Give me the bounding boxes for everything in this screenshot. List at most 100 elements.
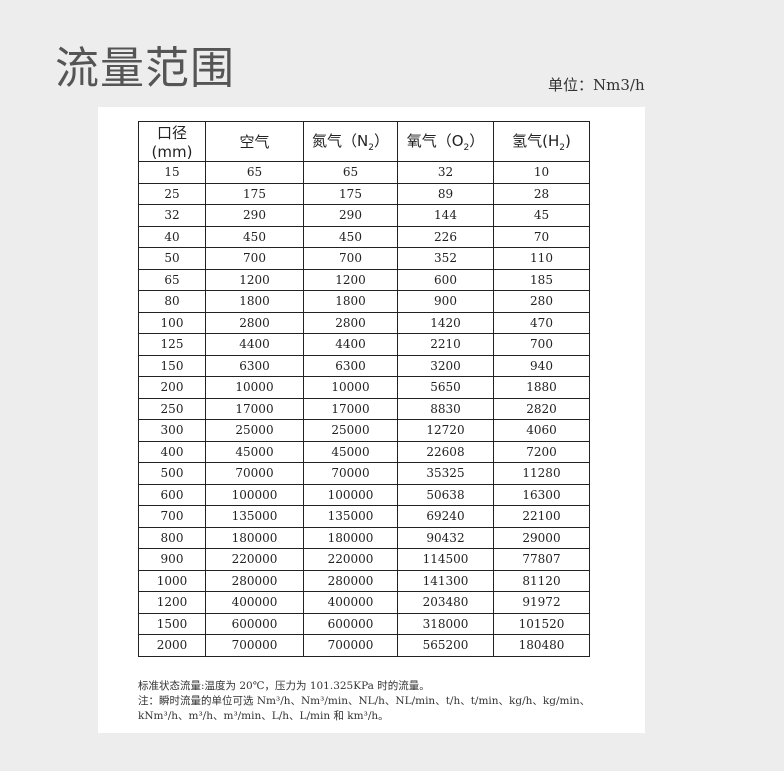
table-cell: 2800	[303, 311, 398, 334]
table-cell: 1800	[205, 290, 304, 313]
table-row: 250 17000 17000 8830 2820	[138, 397, 590, 420]
table-row: 700 135000 135000 69240 22100	[138, 505, 590, 528]
table-cell: 69240	[397, 505, 494, 528]
table-row: 800 180000 180000 90432 29000	[138, 526, 590, 549]
table-cell: 450	[205, 225, 304, 248]
table-cell: 90432	[397, 526, 494, 549]
table-cell: 1500	[138, 612, 206, 635]
table-row: 1500 600000 600000 318000 101520	[138, 612, 590, 635]
table-cell: 110	[493, 247, 590, 270]
table-cell: 900	[138, 548, 206, 571]
table-cell: 22608	[397, 440, 494, 463]
table-cell: 290	[303, 204, 398, 227]
table-row: 50 700 700 352 110	[138, 247, 590, 270]
table-cell: 180480	[493, 634, 590, 657]
table-row: 1000 280000 280000 141300 81120	[138, 569, 590, 592]
table-cell: 175	[205, 182, 304, 205]
table-cell: 100	[138, 311, 206, 334]
table-cell: 600	[138, 483, 206, 506]
table-cell: 565200	[397, 634, 494, 657]
table-cell: 25000	[205, 419, 304, 442]
note-line: kNm³/h、m³/h、m³/min、L/h、L/min 和 km³/h。	[138, 710, 389, 722]
table-cell: 600000	[303, 612, 398, 635]
table-row: 32 290 290 144 45	[138, 204, 590, 227]
table-cell: 220000	[205, 548, 304, 571]
table-cell: 65	[205, 161, 304, 184]
table-cell: 280000	[205, 569, 304, 592]
table-cell: 10000	[303, 376, 398, 399]
table-cell: 1000	[138, 569, 206, 592]
table-header-row: 口径(mm) 空气 氮气（N2） 氧气（O2） 氢气(H2)	[138, 121, 590, 162]
notes: 标准状态流量:温度为 20℃，压力为 101.325KPa 时的流量。 注：瞬时…	[138, 679, 590, 724]
table-cell: 10	[493, 161, 590, 184]
table-cell: 185	[493, 268, 590, 291]
table-cell: 4060	[493, 419, 590, 442]
table-cell: 450	[303, 225, 398, 248]
table-cell: 65	[303, 161, 398, 184]
unit-label: 单位：Nm3/h	[548, 76, 645, 94]
table-cell: 940	[493, 354, 590, 377]
table-cell: 22100	[493, 505, 590, 528]
table-cell: 200	[138, 376, 206, 399]
table-row: 65 1200 1200 600 185	[138, 268, 590, 291]
table-cell: 144	[397, 204, 494, 227]
table-cell: 300	[138, 419, 206, 442]
table-row: 2000 700000 700000 565200 180480	[138, 634, 590, 657]
table-row: 25 175 175 89 28	[138, 182, 590, 205]
table-cell: 135000	[205, 505, 304, 528]
table-cell: 6300	[303, 354, 398, 377]
table-row: 100 2800 2800 1420 470	[138, 311, 590, 334]
table-cell: 470	[493, 311, 590, 334]
table-cell: 400000	[303, 591, 398, 614]
table-cell: 3200	[397, 354, 494, 377]
table-cell: 700000	[205, 634, 304, 657]
header-suffix: ）	[469, 132, 485, 150]
table-cell: 5650	[397, 376, 494, 399]
table-cell: 150	[138, 354, 206, 377]
table-row: 125 4400 4400 2210 700	[138, 333, 590, 356]
table-cell: 318000	[397, 612, 494, 635]
table-cell: 28	[493, 182, 590, 205]
header-subscript: 2	[368, 143, 374, 153]
note-line: 注：瞬时流量的单位可选 Nm³/h、Nm³/min、NL/h、NL/min、t/…	[138, 695, 591, 707]
table-cell: 600000	[205, 612, 304, 635]
header-suffix: ）	[373, 132, 389, 150]
table-row: 80 1800 1800 900 280	[138, 290, 590, 313]
table-cell: 700	[493, 333, 590, 356]
table-cell: 91972	[493, 591, 590, 614]
header-text: 口径(mm)	[151, 124, 193, 161]
table-cell: 25000	[303, 419, 398, 442]
table-cell: 70	[493, 225, 590, 248]
table-row: 300 25000 25000 12720 4060	[138, 419, 590, 442]
table-cell: 32	[138, 204, 206, 227]
table-cell: 4400	[205, 333, 304, 356]
table-cell: 352	[397, 247, 494, 270]
table-cell: 70000	[205, 462, 304, 485]
table-cell: 290	[205, 204, 304, 227]
table-cell: 100000	[205, 483, 304, 506]
table-row: 500 70000 70000 35325 11280	[138, 462, 590, 485]
table-row: 40 450 450 226 70	[138, 225, 590, 248]
column-header: 空气	[205, 121, 304, 162]
table-cell: 8830	[397, 397, 494, 420]
table-cell: 32	[397, 161, 494, 184]
table-cell: 2000	[138, 634, 206, 657]
table-cell: 40	[138, 225, 206, 248]
header-suffix: )	[565, 132, 571, 150]
table-cell: 175	[303, 182, 398, 205]
table-cell: 70000	[303, 462, 398, 485]
table-cell: 2210	[397, 333, 494, 356]
table-cell: 600	[397, 268, 494, 291]
table-cell: 89	[397, 182, 494, 205]
header-text: 氮气（N	[312, 132, 369, 150]
column-header: 氢气(H2)	[493, 121, 590, 162]
header-text: 氢气(H	[512, 132, 560, 150]
table-row: 15 65 65 32 10	[138, 161, 590, 184]
table-cell: 6300	[205, 354, 304, 377]
table-cell: 280000	[303, 569, 398, 592]
table-cell: 280	[493, 290, 590, 313]
table-cell: 700	[303, 247, 398, 270]
table-row: 150 6300 6300 3200 940	[138, 354, 590, 377]
table-cell: 12720	[397, 419, 494, 442]
table-cell: 700	[205, 247, 304, 270]
